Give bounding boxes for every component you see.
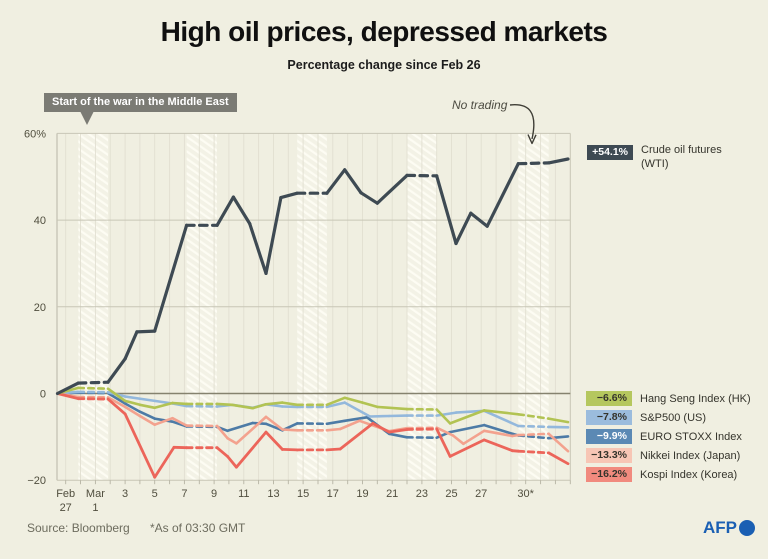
- legend-row-hang-seng: −6.6% Hang Seng Index (HK): [586, 391, 751, 406]
- svg-text:3: 3: [122, 488, 128, 500]
- legend-badge-kospi: −16.2%: [586, 467, 632, 482]
- svg-text:40: 40: [34, 215, 46, 227]
- legend-label-kospi: Kospi Index (Korea): [640, 468, 738, 481]
- crude-oil-callout: +54.1% Crude oil futures (WTI): [587, 143, 723, 171]
- afp-globe-icon: [739, 520, 755, 536]
- legend-label-euro-stoxx: EURO STOXX Index: [640, 430, 742, 443]
- svg-text:21: 21: [386, 488, 398, 500]
- page-title: High oil prices, depressed markets: [160, 16, 608, 47]
- svg-text:23: 23: [416, 488, 428, 500]
- legend-row-sp500: −7.8% S&P500 (US): [586, 410, 751, 425]
- svg-text:25: 25: [445, 488, 457, 500]
- legend-label-sp500: S&P500 (US): [640, 411, 707, 424]
- legend-label-nikkei: Nikkei Index (Japan): [640, 449, 741, 462]
- legend-badge-sp500: −7.8%: [586, 410, 632, 425]
- afp-logo-text: AFP: [703, 518, 737, 537]
- legend-row-euro-stoxx: −9.9% EURO STOXX Index: [586, 429, 751, 444]
- svg-text:60%: 60%: [24, 128, 46, 140]
- war-annotation-pointer-icon: [80, 111, 94, 125]
- svg-text:9: 9: [211, 488, 217, 500]
- svg-text:17: 17: [327, 488, 339, 500]
- legend-row-nikkei: −13.3% Nikkei Index (Japan): [586, 448, 751, 463]
- svg-text:13: 13: [267, 488, 279, 500]
- legend-badge-hang-seng: −6.6%: [586, 391, 632, 406]
- svg-text:11: 11: [238, 488, 249, 500]
- svg-text:19: 19: [356, 488, 368, 500]
- war-annotation-badge: Start of the war in the Middle East: [44, 93, 237, 112]
- no-trading-annotation: No trading: [452, 98, 508, 112]
- source-credit: Source: Bloomberg: [27, 521, 130, 535]
- asterisk-note: *As of 03:30 GMT: [150, 521, 246, 535]
- legend-badge-euro-stoxx: −9.9%: [586, 429, 632, 444]
- svg-text:−20: −20: [27, 475, 46, 487]
- crude-series-label: Crude oil futures (WTI): [641, 144, 722, 170]
- afp-logo: AFP: [703, 518, 755, 538]
- svg-text:0: 0: [40, 389, 46, 401]
- legend: −6.6% Hang Seng Index (HK) −7.8% S&P500 …: [586, 391, 751, 482]
- svg-text:30*: 30*: [517, 488, 534, 500]
- crude-value-badge: +54.1%: [587, 145, 633, 160]
- svg-text:15: 15: [297, 488, 309, 500]
- svg-text:20: 20: [34, 302, 46, 314]
- legend-badge-nikkei: −13.3%: [586, 448, 632, 463]
- legend-row-kospi: −16.2% Kospi Index (Korea): [586, 467, 751, 482]
- svg-text:27: 27: [475, 488, 487, 500]
- svg-text:5: 5: [152, 488, 158, 500]
- legend-label-hang-seng: Hang Seng Index (HK): [640, 392, 751, 405]
- page-subtitle: Percentage change since Feb 26: [287, 58, 481, 72]
- svg-text:7: 7: [181, 488, 187, 500]
